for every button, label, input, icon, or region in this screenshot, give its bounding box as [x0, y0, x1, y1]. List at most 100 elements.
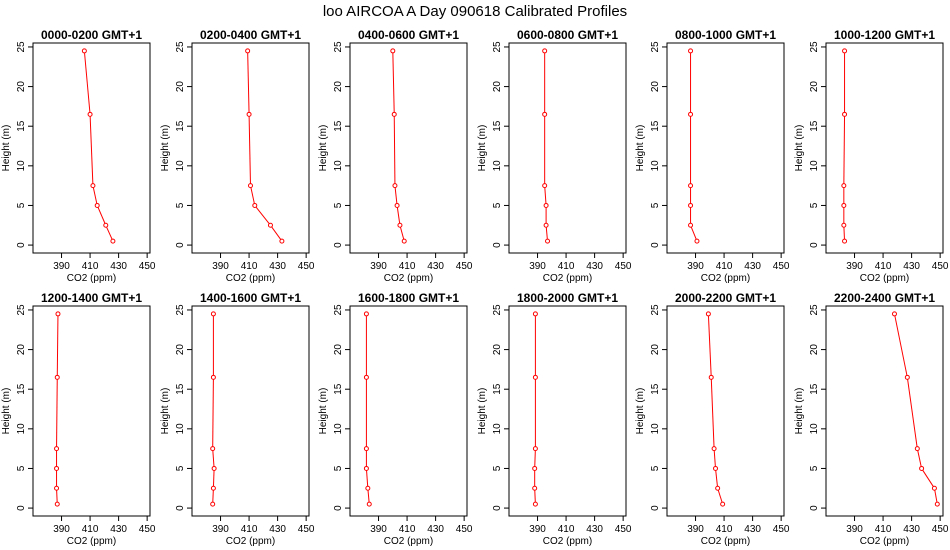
x-tick-label: 450: [773, 524, 790, 535]
x-tick-label: 430: [744, 524, 761, 535]
data-point: [532, 311, 538, 317]
data-point: [914, 446, 920, 452]
x-tick-label: 450: [139, 261, 156, 272]
x-tick-label: 390: [846, 261, 863, 272]
plot-frame: [825, 305, 944, 517]
x-tick-label: 430: [744, 261, 761, 272]
data-point: [841, 202, 847, 208]
chart-panel: 1000-1200 GMT+1 390 410 430 450 0 5 10 15 20 25 CO2…: [794, 28, 949, 284]
data-point: [394, 202, 400, 208]
profile-line-segment: [917, 450, 922, 467]
panel-title: 0600-0800 GMT+1: [517, 28, 618, 42]
profile-line-segment: [212, 470, 215, 487]
profile-line-segment: [212, 379, 214, 447]
x-tick-label: 450: [456, 524, 473, 535]
data-point: [842, 111, 848, 117]
x-tick-label: 410: [875, 524, 892, 535]
figure-title: loo AIRCOA A Day 090618 Calibrated Profi…: [323, 3, 627, 20]
profile-line-segment: [271, 226, 282, 240]
y-tick-label: 10: [175, 423, 186, 435]
profile-line-segment: [56, 490, 58, 502]
profile-line-segment: [92, 187, 98, 204]
x-axis-label: CO2 (ppm): [860, 536, 909, 547]
data-point: [934, 501, 940, 507]
y-tick-label: 20: [650, 344, 661, 356]
y-axis-label: Height (m): [635, 125, 646, 172]
x-tick-label: 390: [212, 524, 229, 535]
y-axis-label: Height (m): [1, 125, 12, 172]
x-tick-label: 430: [269, 524, 286, 535]
y-tick-label: 15: [175, 383, 186, 395]
panel-title: 1400-1600 GMT+1: [200, 291, 301, 305]
data-point: [532, 374, 538, 380]
y-tick-label: 20: [16, 344, 27, 356]
data-point: [532, 501, 538, 507]
data-point: [842, 48, 848, 54]
y-axis-label: Height (m): [160, 125, 171, 172]
y-tick-label: 20: [175, 344, 186, 356]
x-tick-label: 410: [399, 261, 416, 272]
plot-frame: [349, 42, 468, 254]
x-tick-label: 450: [298, 524, 315, 535]
y-tick-label: 20: [333, 81, 344, 93]
x-tick-label: 390: [212, 261, 229, 272]
x-tick-label: 450: [615, 524, 632, 535]
data-point: [904, 374, 910, 380]
profile-line-segment: [247, 53, 250, 113]
y-axis-label: Height (m): [477, 388, 488, 435]
y-tick-label: 25: [175, 304, 186, 316]
x-tick-label: 430: [110, 524, 127, 535]
profile-line-segment: [89, 116, 94, 184]
profile-line-segment: [366, 470, 369, 487]
profile-line-segment: [250, 187, 255, 204]
y-tick-label: 0: [809, 242, 820, 248]
profile-line-segment: [710, 379, 715, 447]
plot-frame: [191, 42, 310, 254]
y-tick-label: 15: [492, 383, 503, 395]
y-tick-label: 0: [16, 505, 27, 511]
y-tick-label: 5: [333, 202, 344, 208]
x-axis-label: CO2 (ppm): [384, 536, 433, 547]
data-point: [279, 238, 285, 244]
plot-frame: [32, 42, 151, 254]
y-axis-label: Height (m): [477, 125, 488, 172]
data-point: [245, 48, 251, 54]
profile-line-segment: [84, 53, 91, 113]
y-tick-label: 15: [650, 120, 661, 132]
y-tick-label: 20: [175, 81, 186, 93]
y-tick-label: 10: [650, 423, 661, 435]
data-point: [55, 311, 61, 317]
profile-panels: 0000-0200 GMT+1 390 410 430 450 0 5 10 15 20 25 CO2…: [1, 28, 949, 547]
y-tick-label: 0: [175, 505, 186, 511]
plot-frame: [349, 305, 468, 517]
x-tick-label: 450: [932, 261, 949, 272]
data-point: [363, 311, 369, 317]
data-point: [81, 48, 87, 54]
y-tick-label: 15: [650, 383, 661, 395]
x-axis-label: CO2 (ppm): [701, 536, 750, 547]
profile-line-segment: [394, 187, 398, 204]
data-point: [252, 202, 258, 208]
y-tick-label: 5: [809, 465, 820, 471]
data-point: [688, 202, 694, 208]
x-tick-label: 430: [903, 524, 920, 535]
profile-line-segment: [934, 490, 938, 503]
x-tick-label: 390: [687, 524, 704, 535]
data-point: [363, 446, 369, 452]
panel-title: 0000-0200 GMT+1: [41, 28, 142, 42]
y-tick-label: 25: [650, 41, 661, 53]
x-axis-label: CO2 (ppm): [384, 273, 433, 284]
x-tick-label: 410: [82, 524, 99, 535]
y-tick-label: 20: [492, 344, 503, 356]
y-tick-label: 25: [650, 304, 661, 316]
profile-line-segment: [367, 490, 370, 502]
x-tick-label: 430: [110, 261, 127, 272]
chart-panel: 0000-0200 GMT+1 390 410 430 450 0 5 10 15 20 25 CO2…: [1, 28, 156, 284]
data-point: [210, 485, 216, 491]
profile-line-segment: [894, 315, 908, 376]
x-axis-label: CO2 (ppm): [543, 273, 592, 284]
data-point: [363, 374, 369, 380]
y-tick-label: 5: [650, 465, 661, 471]
data-point: [54, 465, 60, 471]
profile-line-segment: [715, 470, 718, 487]
